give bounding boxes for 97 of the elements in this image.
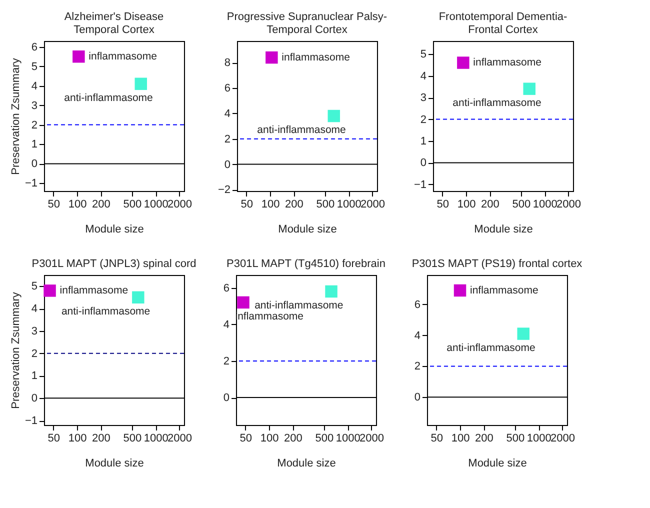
x-tick-label: 2000 xyxy=(556,198,581,210)
y-tick-label: −1 xyxy=(24,178,38,190)
y-tick-label: −1 xyxy=(24,415,38,428)
x-tick-label: 200 xyxy=(92,432,110,444)
y-tick-label: 2 xyxy=(414,360,420,373)
y-tick-label: 2 xyxy=(31,348,38,360)
x-tick-label: 100 xyxy=(68,432,87,444)
x-tick-label: 50 xyxy=(240,432,252,444)
x-tick-label: 100 xyxy=(68,198,87,210)
y-tick-label: 3 xyxy=(31,325,38,338)
x-tick-label: 100 xyxy=(261,198,280,210)
series-label: anti-inflammasome xyxy=(61,305,150,318)
x-tick-label: 50 xyxy=(430,432,443,444)
y-tick-label: 5 xyxy=(420,48,426,61)
x-tick-label: 100 xyxy=(260,432,279,444)
x-tick-label: 200 xyxy=(480,198,500,210)
y-tick-label: 6 xyxy=(224,82,230,95)
x-axis-title: Module size xyxy=(468,458,527,470)
x-tick-label: 1000 xyxy=(532,198,558,210)
series-label: anti-inflammasome xyxy=(452,96,542,109)
x-tick-label: 200 xyxy=(474,432,494,444)
y-tick-label: 0 xyxy=(420,157,426,170)
chart-title: Progressive Supranuclear Palsy- Temporal Cortex xyxy=(226,11,388,36)
x-tick-label: 50 xyxy=(48,432,60,444)
y-tick-label: 8 xyxy=(224,57,230,70)
series-label: inflammasome xyxy=(282,52,350,64)
y-tick-label: 4 xyxy=(224,108,230,120)
x-tick-label: 50 xyxy=(436,198,449,210)
y-tick-label: 6 xyxy=(223,282,230,294)
y-tick-label: 2 xyxy=(420,114,426,126)
x-tick-label: 2000 xyxy=(550,432,575,444)
chart-title: Frontotemporal Dementia- Frontal Cortex xyxy=(438,11,568,36)
x-axis-title: Module size xyxy=(474,224,533,236)
x-tick-label: 500 xyxy=(512,198,531,210)
y-tick-label: 6 xyxy=(414,298,420,311)
y-tick-label: 2 xyxy=(223,355,230,368)
y-axis-title: Preservation Zsummary xyxy=(10,58,22,175)
series-label: inflammasome xyxy=(473,56,542,69)
y-tick-label: 4 xyxy=(223,318,230,331)
x-tick-label: 200 xyxy=(284,198,304,210)
series-label: anti-inflammasome xyxy=(257,124,346,136)
y-tick-label: 1 xyxy=(420,136,426,148)
y-tick-label: 4 xyxy=(31,80,38,92)
x-tick-label: 200 xyxy=(92,198,110,210)
x-tick-label: 500 xyxy=(506,432,525,444)
x-tick-label: 500 xyxy=(316,198,335,210)
x-tick-label: 50 xyxy=(48,198,60,210)
y-tick-label: 0 xyxy=(31,392,38,405)
x-tick-label: 200 xyxy=(284,432,302,444)
x-tick-label: 100 xyxy=(457,198,476,210)
series-label: anti-inflammasome xyxy=(254,299,344,312)
x-tick-label: 2000 xyxy=(167,198,192,210)
y-tick-label: 4 xyxy=(420,70,426,82)
y-tick-label: 5 xyxy=(31,280,38,293)
x-tick-label: 1000 xyxy=(144,432,168,444)
x-tick-label: 2000 xyxy=(360,198,385,210)
chart-title: P301L MAPT (JNPL3) spinal cord xyxy=(32,258,196,270)
y-tick-label: 2 xyxy=(31,119,38,132)
y-tick-label: 3 xyxy=(31,100,38,112)
y-tick-label: 5 xyxy=(31,60,38,73)
x-tick-label: 1000 xyxy=(336,198,362,210)
y-tick-label: 1 xyxy=(31,370,38,382)
x-tick-label: 2000 xyxy=(359,432,384,444)
y-tick-label: 3 xyxy=(420,92,426,104)
series-label: inflammasome xyxy=(60,284,128,297)
y-tick-label: 0 xyxy=(414,392,420,404)
chart-title: Alzheimer's Disease Temporal Cortex xyxy=(64,10,164,36)
y-tick-label: 4 xyxy=(414,330,420,342)
x-tick-label: 1000 xyxy=(526,432,552,444)
chart-title: P301L MAPT (Tg4510) forebrain xyxy=(226,258,386,270)
x-axis-title: Module size xyxy=(278,224,337,236)
x-tick-label: 1000 xyxy=(336,432,360,444)
y-tick-label: 2 xyxy=(224,133,230,146)
y-tick-label: 0 xyxy=(224,158,230,171)
x-tick-label: 500 xyxy=(123,198,142,210)
series-label: anti-inflammasome xyxy=(446,342,536,354)
x-tick-label: 500 xyxy=(123,432,142,444)
x-axis-title: Module size xyxy=(85,224,144,236)
chart-title: P301S MAPT (PS19) frontal cortex xyxy=(412,258,583,270)
x-tick-label: 1000 xyxy=(144,198,168,210)
x-tick-label: 100 xyxy=(451,432,470,444)
x-axis-title: Module size xyxy=(85,458,144,470)
y-tick-label: 6 xyxy=(31,41,38,54)
y-tick-label: 0 xyxy=(223,392,230,404)
x-tick-label: 500 xyxy=(315,432,334,444)
series-label: inflammasome xyxy=(88,50,158,63)
y-tick-label: 0 xyxy=(31,158,38,170)
y-tick-label: −2 xyxy=(218,184,230,196)
x-tick-label: 2000 xyxy=(167,432,192,444)
y-tick-label: 4 xyxy=(31,303,38,316)
y-axis-title: Preservation Zsummary xyxy=(10,292,22,409)
series-label: anti-inflammasome xyxy=(64,92,154,104)
series-label: inflammasome xyxy=(470,284,538,296)
x-axis-title: Module size xyxy=(277,458,336,470)
x-tick-label: 50 xyxy=(240,198,253,210)
y-tick-label: 1 xyxy=(31,138,38,151)
y-tick-label: −1 xyxy=(414,178,426,191)
